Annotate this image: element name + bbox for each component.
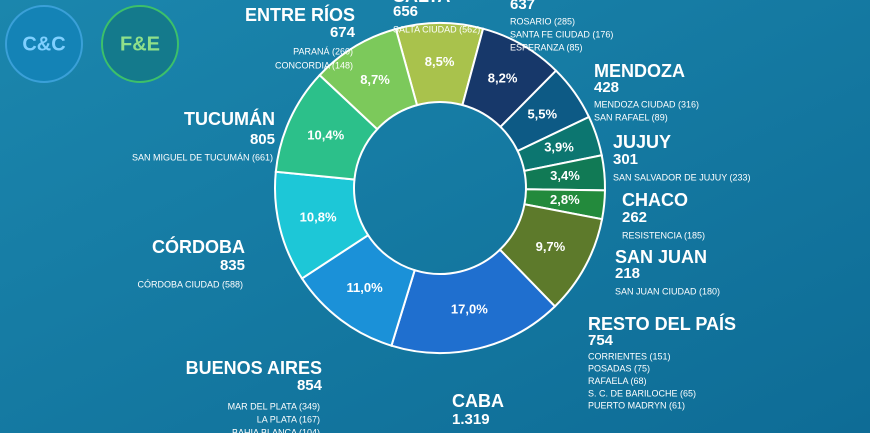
- province-total: 637: [510, 0, 535, 13]
- province-name: CABA: [452, 391, 504, 411]
- province-total: 218: [615, 265, 640, 282]
- logo-fe: [101, 5, 179, 83]
- city-label: SAN JUAN CIUDAD (180): [615, 286, 720, 296]
- percent-label: 9,7%: [536, 239, 566, 254]
- province-name: RESTO DEL PAÍS: [588, 313, 736, 334]
- percent-label: 10,4%: [307, 128, 344, 143]
- percent-label: 8,2%: [488, 71, 518, 86]
- percent-label: 5,5%: [527, 107, 557, 122]
- city-label: BAHIA BLANCA (104): [232, 427, 320, 433]
- logo-text: C&C: [22, 33, 65, 55]
- city-label: ESPERANZA (85): [510, 42, 583, 52]
- province-name: CÓRDOBA: [152, 236, 245, 257]
- province-total: 656: [393, 3, 418, 20]
- city-label: ROSARIO (285): [510, 16, 575, 26]
- city-label: SAN MIGUEL DE TUCUMÁN (661): [132, 152, 273, 162]
- percent-label: 3,9%: [544, 140, 574, 155]
- city-label: SALTA CIUDAD (562): [393, 24, 480, 34]
- city-label: LA PLATA (167): [257, 414, 320, 424]
- province-name: JUJUY: [613, 132, 671, 152]
- province-name: ENTRE RÍOS: [245, 4, 355, 25]
- province-name: BUENOS AIRES: [186, 358, 322, 378]
- percent-label: 8,7%: [360, 72, 390, 87]
- logo-cc: [5, 5, 83, 83]
- province-name: CHACO: [622, 190, 688, 210]
- province-total: 854: [297, 377, 323, 394]
- province-total: 1.319: [452, 411, 490, 428]
- province-name: TUCUMÁN: [184, 108, 275, 129]
- city-label: SAN RAFAEL (89): [594, 112, 668, 122]
- donut-segment: [390, 248, 557, 354]
- city-label: CONCORDIA (148): [275, 60, 353, 70]
- city-label: CÓRDOBA CIUDAD (588): [137, 279, 243, 289]
- city-label: MAR DEL PLATA (349): [228, 401, 320, 411]
- city-label: RESISTENCIA (185): [622, 230, 705, 240]
- province-total: 428: [594, 79, 619, 96]
- city-label: SAN SALVADOR DE JUJUY (233): [613, 172, 751, 182]
- percent-label: 2,8%: [550, 192, 580, 207]
- province-total: 674: [330, 24, 356, 41]
- province-total: 754: [588, 332, 614, 349]
- city-label: SANTA FE CIUDAD (176): [510, 29, 613, 39]
- city-label: PUERTO MADRYN (61): [588, 401, 685, 411]
- province-name: MENDOZA: [594, 61, 685, 81]
- province-total: 262: [622, 209, 647, 226]
- city-label: PARANÁ (260): [293, 46, 353, 56]
- province-total: 805: [250, 131, 275, 148]
- province-name: SAN JUAN: [615, 247, 707, 267]
- city-label: MENDOZA CIUDAD (316): [594, 99, 699, 109]
- donut-segment: [318, 27, 419, 131]
- city-label: POSADAS (75): [588, 364, 650, 374]
- province-total: 301: [613, 151, 638, 168]
- city-label: CORRIENTES (151): [588, 351, 671, 361]
- province-total: 835: [220, 257, 245, 274]
- province-name: SALTA: [393, 0, 450, 6]
- percent-label: 11,0%: [347, 280, 384, 295]
- percent-label: 3,4%: [550, 168, 580, 183]
- percent-label: 17,0%: [451, 301, 488, 316]
- percent-label: 10,8%: [300, 209, 337, 224]
- logo-text: F&E: [120, 33, 160, 55]
- percent-label: 8,5%: [425, 54, 455, 69]
- city-label: S. C. DE BARILOCHE (65): [588, 388, 696, 398]
- city-label: RAFAELA (68): [588, 376, 647, 386]
